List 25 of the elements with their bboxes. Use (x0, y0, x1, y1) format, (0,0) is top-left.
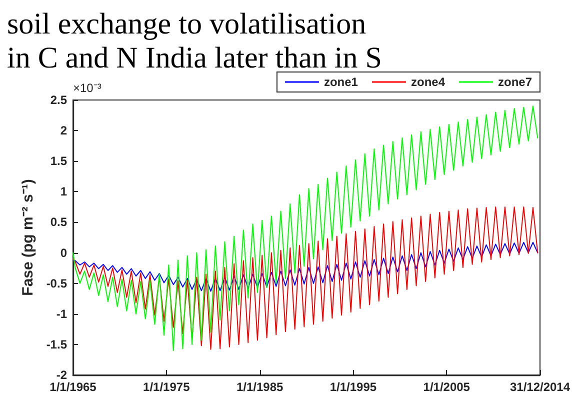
x-tick-label: 1/1/1965 (50, 380, 97, 394)
text: ×10⁻³ (73, 81, 102, 95)
y-tick-label: 1 (60, 184, 68, 199)
legend-label: zone1 (324, 75, 358, 89)
y-tick-label: 0 (60, 246, 68, 260)
x-tick-label: 1/1/1985 (236, 380, 284, 394)
x-tick-label: 1/1/1995 (330, 380, 377, 394)
y-axis-title: Fase (pg m⁻² s⁻¹) (19, 179, 36, 296)
y-tick-label: -2 (56, 368, 68, 382)
y-tick-label: 0.5 (50, 215, 68, 230)
legend-label: zone7 (498, 75, 532, 89)
y-tick-label: -0.5 (46, 276, 68, 290)
x-tick-label: 31/12/2014 (510, 380, 570, 394)
line-series (72, 206, 538, 350)
legend-label: zone4 (410, 75, 446, 89)
y-tick-label: 1.5 (50, 154, 68, 168)
chart-title: soil exchange to volatilisation in C and N India later than in S (7, 8, 382, 74)
y-tick-label: 2 (60, 124, 68, 138)
x-tick-label: 1/1/1975 (143, 380, 190, 394)
line-series (72, 106, 538, 352)
y-tick-label: 2.5 (50, 93, 68, 107)
line-series (72, 242, 538, 292)
y-tick-label: -1 (56, 306, 68, 321)
y-tick-label: -1.5 (46, 337, 68, 352)
x-tick-label: 1/1/2005 (423, 380, 470, 394)
